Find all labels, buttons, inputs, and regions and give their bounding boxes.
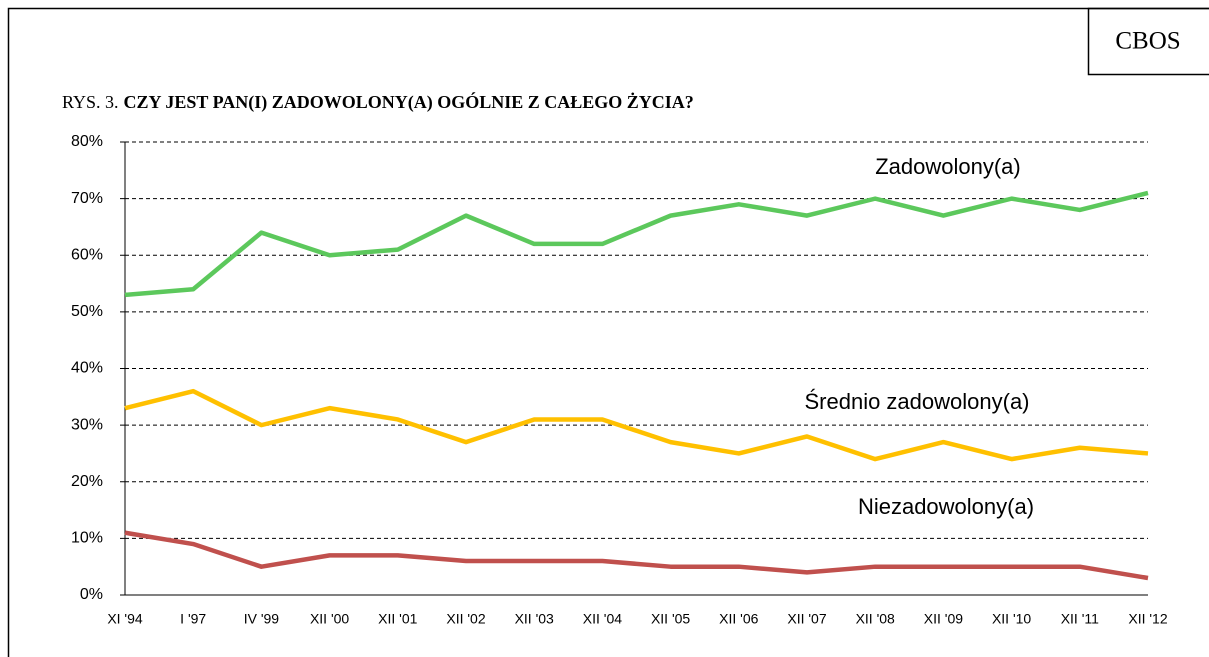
series-label: Zadowolony(a) [875,154,1021,179]
x-tick-label: XI '94 [107,611,143,627]
x-tick-label: XII '03 [515,611,554,627]
y-tick-label: 0% [80,586,103,603]
series-line [124,388,1149,462]
x-tick-label: XII '00 [310,611,349,627]
chart-title: CZY JEST PAN(I) ZADOWOLONY(A) OGÓLNIE Z … [124,91,694,113]
series-line [124,530,1149,581]
x-tick-label: XII '08 [856,611,895,627]
y-tick-label: 70% [71,190,103,207]
y-tick-label: 80% [71,133,103,150]
source-box [1087,7,1209,76]
x-tick-label: XII '06 [719,611,758,627]
title-line: RYS. 3. CZY JEST PAN(I) ZADOWOLONY(A) OGÓ… [62,91,694,113]
y-tick-label: 40% [71,360,103,377]
x-tick-label: XII '12 [1128,611,1167,627]
source: CBOS [1115,28,1180,55]
frame [7,7,1209,657]
x-tick-label: XII '10 [992,611,1031,627]
y-tick-label: 50% [71,303,103,320]
series-line [124,190,1149,298]
x-tick-label: XII '02 [446,611,485,627]
x-tick-label: XII '01 [378,611,417,627]
figure-label: RYS. 3. [62,92,119,112]
series-label: Niezadowolony(a) [858,494,1034,519]
x-tick-label: XII '11 [1061,611,1099,627]
x-tick-label: XII '07 [787,611,826,627]
y-tick-label: 60% [71,246,103,263]
x-tick-label: XII '09 [924,611,963,627]
x-tick-label: I '97 [180,611,206,627]
series-label: Średnio zadowolony(a) [804,389,1029,414]
x-tick-label: IV '99 [244,611,280,627]
x-tick-label: XII '04 [583,611,622,627]
x-tick-label: XII '05 [651,611,690,627]
y-tick-label: 20% [71,473,103,490]
y-tick-label: 30% [71,416,103,433]
y-tick-label: 10% [71,530,103,547]
